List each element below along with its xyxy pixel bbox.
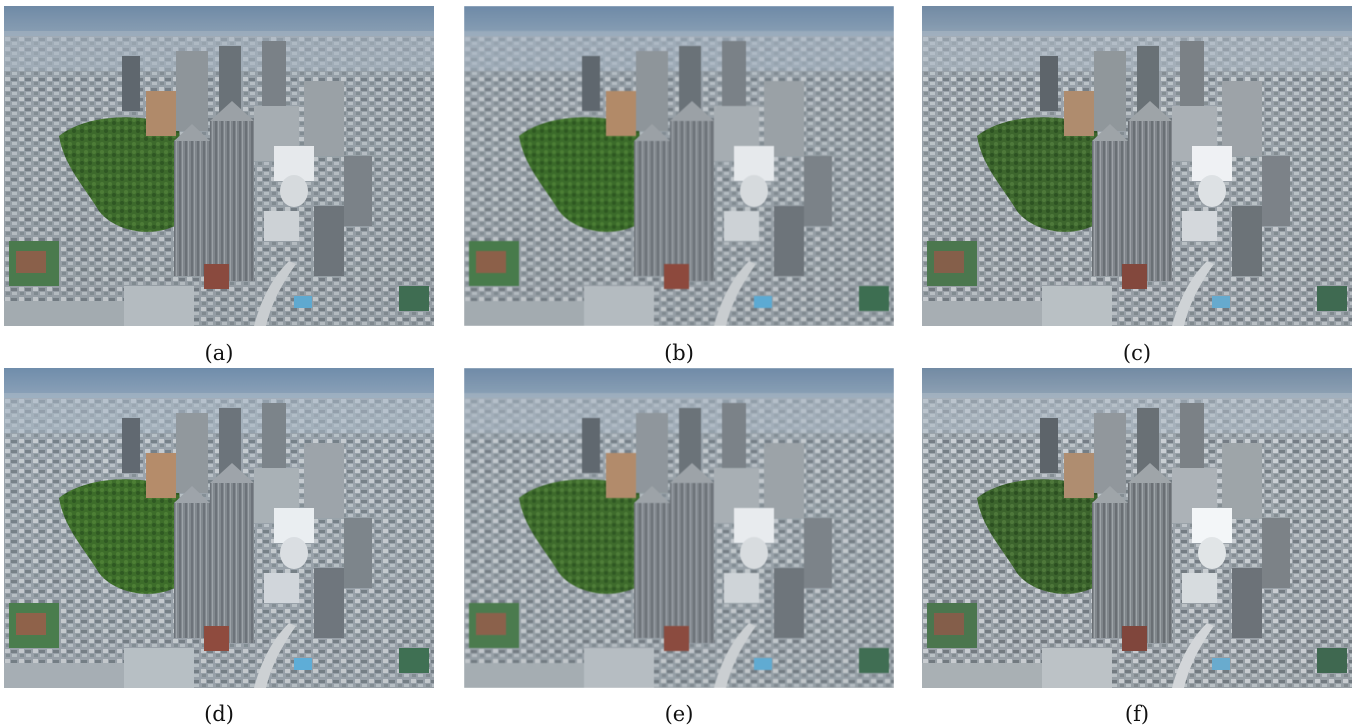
panel-caption-d: (d) xyxy=(204,702,234,726)
aerial-city-photo-e xyxy=(464,368,894,688)
panel-a: (a) xyxy=(4,6,434,365)
panel-caption-a: (a) xyxy=(204,341,234,365)
panel-c: (c) xyxy=(922,6,1352,365)
panel-caption-e: (e) xyxy=(664,702,694,726)
panel-caption-c: (c) xyxy=(1122,341,1152,365)
panel-f: (f) xyxy=(922,368,1352,726)
panel-b: (b) xyxy=(464,6,894,365)
city-image-e xyxy=(464,368,894,688)
aerial-city-photo-c xyxy=(922,6,1352,326)
aerial-city-photo-f xyxy=(922,368,1352,688)
city-image-f xyxy=(922,368,1352,688)
city-image-a xyxy=(4,6,434,326)
aerial-city-photo-a xyxy=(4,6,434,326)
city-image-c xyxy=(922,6,1352,326)
panel-caption-f: (f) xyxy=(1124,702,1150,726)
aerial-city-photo-d xyxy=(4,368,434,688)
panel-d: (d) xyxy=(4,368,434,726)
city-image-b xyxy=(464,6,894,326)
panel-caption-b: (b) xyxy=(664,341,694,365)
aerial-city-photo-b xyxy=(464,6,894,326)
panel-e: (e) xyxy=(464,368,894,726)
city-image-d xyxy=(4,368,434,688)
